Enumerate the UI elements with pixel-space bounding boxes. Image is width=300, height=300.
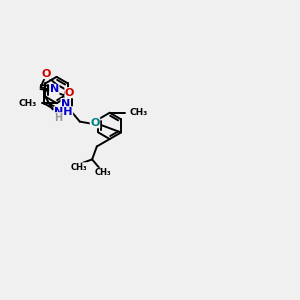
Text: N: N	[50, 84, 59, 94]
Text: CH₃: CH₃	[70, 163, 87, 172]
Text: CH₃: CH₃	[18, 99, 37, 108]
Text: O: O	[65, 88, 74, 98]
Text: O: O	[90, 118, 100, 128]
Text: CH₃: CH₃	[95, 168, 112, 177]
Text: CH₃: CH₃	[130, 108, 148, 117]
Text: NH: NH	[54, 107, 73, 117]
Text: O: O	[41, 69, 51, 79]
Text: N: N	[61, 99, 70, 109]
Text: H: H	[54, 113, 62, 123]
